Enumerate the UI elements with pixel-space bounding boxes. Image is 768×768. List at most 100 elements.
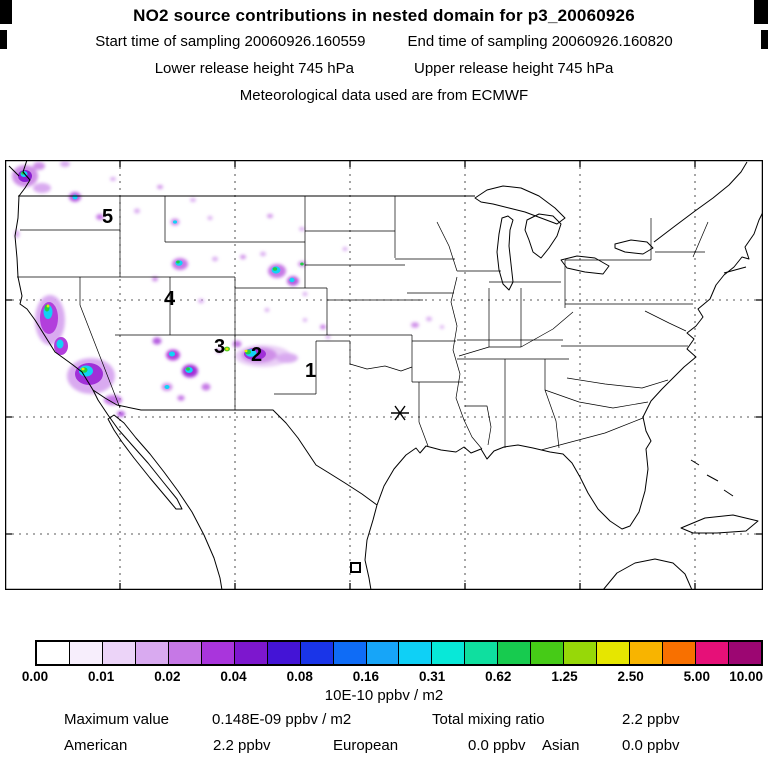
page-title: NO2 source contributions in nested domai…: [133, 6, 635, 25]
colorbar-cell: [729, 642, 761, 664]
us-mexico-border: [92, 389, 378, 506]
colorbar-cell: [630, 642, 664, 664]
plume-blob: [176, 260, 180, 264]
colorbar-cell: [531, 642, 565, 664]
square-marker: [350, 562, 361, 573]
plume-blob: [260, 251, 266, 257]
sampling-times-line: Start time of sampling 20060926.160559 En…: [0, 33, 768, 50]
colorbar-cell: [597, 642, 631, 664]
latlon-grid: [5, 160, 763, 590]
colorbar-tick-label: 0.62: [485, 669, 512, 684]
plume-blob: [104, 395, 122, 405]
plume-blob: [190, 198, 196, 202]
start-time-text: Start time of sampling 20060926.160559: [95, 33, 366, 50]
colorbar-cell: [135, 642, 169, 664]
asterisk-marker: [391, 405, 409, 421]
mixing-ratio-label: Total mixing ratio: [432, 711, 545, 728]
plume-blob: [302, 292, 308, 296]
colorbar-cell: [498, 642, 532, 664]
colorbar-tick-label: 0.01: [88, 669, 115, 684]
colorbar-cell: [333, 642, 367, 664]
colorbar-cell: [201, 642, 235, 664]
coastline-layer: [8, 160, 763, 590]
plume-blob: [186, 367, 190, 371]
plume-blob: [207, 216, 213, 220]
colorbar-cell: [300, 642, 334, 664]
long-island: [723, 266, 747, 274]
plume-blob: [81, 367, 85, 371]
plume-blob: [225, 347, 229, 351]
mixing-ratio-value: 2.2 ppbv: [622, 711, 680, 728]
plume-blob: [134, 208, 140, 214]
colorbar-tick-label: 0.16: [352, 669, 380, 684]
colorbar-cell: [267, 642, 301, 664]
plume-blob: [411, 322, 419, 328]
plume-blob: [302, 318, 308, 322]
plume-blob: [152, 337, 162, 345]
plume-blob: [212, 256, 218, 262]
plume-blob: [276, 353, 298, 363]
plume-blob: [117, 411, 125, 417]
colorbar-cell: [663, 642, 697, 664]
end-time-text: End time of sampling 20060926.160820: [407, 33, 673, 50]
source-label-5: 5: [102, 206, 113, 228]
colorbar-cell: [102, 642, 136, 664]
bahamas: [690, 459, 734, 497]
colorbar-cell: [432, 642, 466, 664]
source-label-2: 2: [251, 344, 262, 366]
max-value-label: Maximum value: [64, 711, 170, 728]
st-lawrence: [653, 161, 748, 243]
plume-blob: [152, 276, 158, 282]
colorbar-tick-label: 0.31: [418, 669, 446, 684]
map-canvas: 1 2 3 4 5: [5, 160, 763, 590]
plume-blob: [342, 247, 348, 251]
plume-blob: [299, 227, 305, 231]
plume-blob: [96, 214, 104, 220]
colorbar-cell: [399, 642, 433, 664]
colorbar-tick-label: 10.00: [729, 669, 763, 684]
state-borders-layer: [17, 196, 709, 451]
mexico-gulf-coast: [364, 504, 378, 590]
colorbar-tick-label: 0.00: [21, 669, 49, 684]
colorbar-cell: [37, 642, 70, 664]
colorbar-units: 10E-10 ppbv / m2: [324, 687, 444, 704]
release-heights-line: Lower release height 745 hPa Upper releas…: [0, 60, 768, 77]
lower-release-text: Lower release height 745 hPa: [154, 60, 354, 77]
plume-core-layer: [18, 170, 304, 389]
pacific-baja-coast: [14, 160, 223, 590]
plume-blob: [164, 385, 170, 389]
colorbar: [35, 640, 763, 666]
plume-blob: [60, 161, 70, 167]
plume-blob: [426, 316, 432, 322]
region-asian-value: 0.0 ppbv: [622, 737, 680, 754]
colorbar-ticks: 0.00 0.01 0.02 0.04 0.08 0.16 0.31 0.62 1.25 2.50…: [0, 669, 768, 685]
plume-blob: [289, 277, 295, 283]
lake-huron: [524, 213, 562, 259]
plume-blob: [21, 171, 25, 175]
plume-blob: [33, 183, 51, 193]
plume-blob: [240, 254, 246, 260]
lake-ontario: [614, 239, 654, 255]
map-frame-border: [5, 160, 763, 590]
frame-mark-top-right: [754, 0, 768, 24]
vancouver-island: [8, 165, 20, 177]
plume-blob: [169, 351, 175, 357]
source-labels: 1 2 3 4 5: [102, 206, 316, 382]
plume-blob: [33, 162, 45, 170]
colorbar-cell: [69, 642, 103, 664]
plume-blob: [173, 220, 177, 224]
colorbar-cell: [696, 642, 730, 664]
plume-blob: [264, 308, 270, 312]
gulf-atlantic-coast: [376, 211, 763, 530]
yucatan: [602, 558, 693, 590]
lake-erie: [560, 255, 610, 275]
plume-blob: [72, 194, 78, 200]
plume-blob: [110, 177, 116, 181]
plume-blob: [232, 340, 242, 348]
colorbar-cell: [234, 642, 268, 664]
frame-mark-line2-left: [0, 30, 7, 49]
colorbar-tick-label: 0.08: [286, 669, 313, 684]
max-value: 0.148E-09 ppbv / m2: [212, 711, 352, 728]
region-american-value: 2.2 ppbv: [213, 737, 271, 754]
colorbar-cell: [168, 642, 202, 664]
